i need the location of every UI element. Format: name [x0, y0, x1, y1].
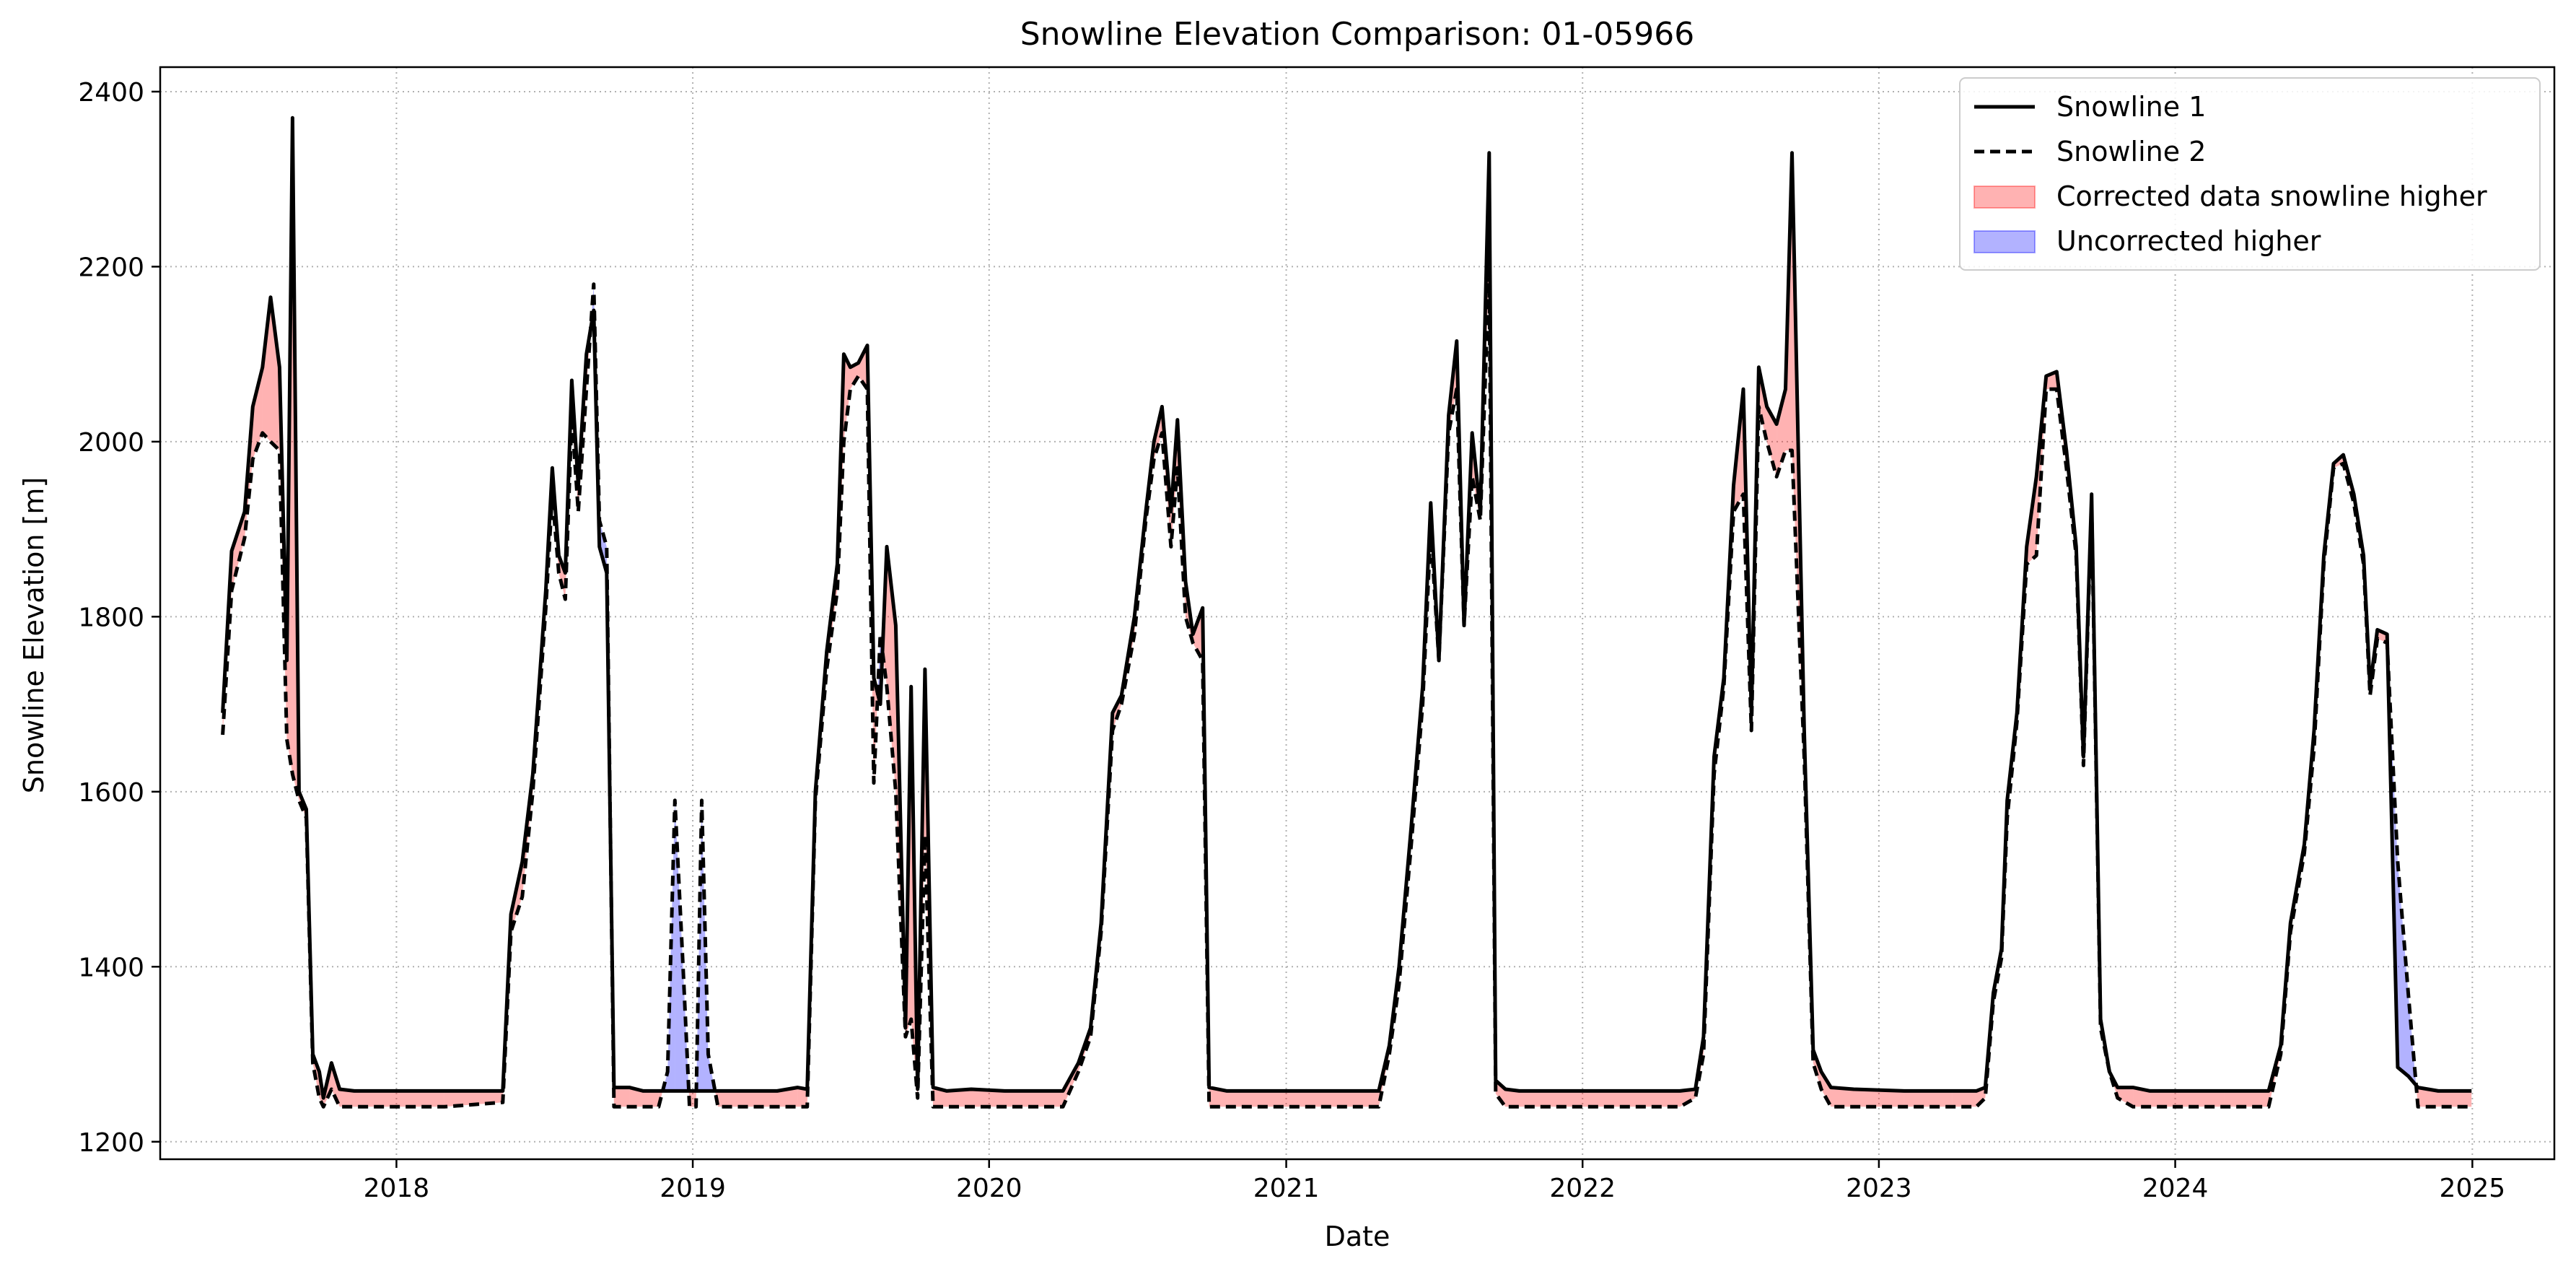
fill-corrected-higher: [2117, 1087, 2134, 1107]
fill-corrected-higher: [2109, 1071, 2118, 1099]
fill-corrected-higher: [858, 345, 867, 390]
fill-corrected-higher: [688, 1091, 690, 1107]
fill-corrected-higher: [2150, 1091, 2225, 1107]
fill-corrected-higher: [1952, 1091, 1976, 1107]
fill-uncorrected-higher: [2408, 992, 2417, 1086]
fill-corrected-higher: [1821, 1071, 1831, 1107]
fill-corrected-higher: [629, 1087, 644, 1107]
axis-ticks: 2018 2019 2020 2021 2022 2023 2024 2025 1200 1400…: [78, 78, 2505, 1203]
fill-corrected-higher: [971, 1089, 1005, 1107]
fill-corrected-higher: [844, 354, 851, 442]
x-tick-label: 2020: [956, 1174, 1022, 1203]
legend-entry-label: Corrected data snowline higher: [2056, 180, 2487, 212]
fill-corrected-higher: [1286, 1091, 1379, 1107]
fill-corrected-higher: [2377, 629, 2388, 643]
fill-corrected-higher: [718, 1091, 741, 1107]
fill-corrected-higher: [740, 1091, 778, 1107]
fill-uncorrected-higher: [683, 967, 689, 1091]
line-layer: [221, 115, 2472, 1109]
legend-entry-label: Snowline 2: [2056, 136, 2206, 167]
x-tick-label: 2024: [2142, 1174, 2209, 1203]
y-tick-label: 2200: [78, 253, 144, 282]
legend: Snowline 1 Snowline 2 Corrected data snowl…: [1959, 77, 2541, 271]
fill-corrected-higher: [1766, 406, 1777, 477]
fill-corrected-higher: [2133, 1087, 2150, 1107]
fill-corrected-higher: [262, 297, 271, 442]
fill-corrected-higher: [271, 297, 280, 450]
y-tick-label: 2400: [78, 78, 144, 108]
y-tick-label: 1200: [78, 1128, 144, 1158]
fill-corrected-higher: [1854, 1089, 1904, 1107]
fill-corrected-higher: [1831, 1087, 1854, 1107]
x-tick-label: 2018: [364, 1174, 430, 1203]
x-axis-label: Date: [1325, 1221, 1390, 1252]
legend-entry-label: Snowline 1: [2056, 91, 2206, 123]
fill-corrected-higher: [777, 1087, 798, 1107]
legend-swatch-fill: [1973, 230, 2036, 253]
fill-corrected-higher: [339, 1089, 354, 1107]
x-tick-label: 2021: [1253, 1174, 1320, 1203]
fill-corrected-higher: [933, 1087, 947, 1107]
fill-corrected-higher: [1227, 1091, 1287, 1107]
chart-title: Snowline Elevation Comparison: 01-05966: [1020, 16, 1695, 53]
plot-area-frame: [159, 66, 2556, 1161]
fill-corrected-higher: [2418, 1087, 2439, 1107]
fill-corrected-higher: [613, 1087, 630, 1107]
fill-corrected-higher: [2438, 1091, 2472, 1107]
fill-corrected-higher: [1519, 1091, 1583, 1107]
fill-corrected-higher: [354, 1091, 397, 1107]
fill-corrected-higher: [2224, 1091, 2269, 1107]
fill-corrected-higher: [797, 1087, 807, 1107]
fill-corrected-higher: [1976, 1087, 1986, 1107]
x-tick-label: 2019: [660, 1174, 726, 1203]
fill-corrected-higher: [1582, 1091, 1681, 1107]
fill-corrected-higher: [1063, 1063, 1079, 1107]
legend-swatch-fill: [1973, 186, 2036, 209]
fill-corrected-higher: [1193, 608, 1203, 660]
y-tick-label: 2000: [78, 428, 144, 458]
y-axis-label: Snowline Elevation [m]: [18, 477, 50, 793]
fill-uncorrected-higher: [708, 1054, 715, 1091]
fill-corrected-higher: [1903, 1091, 1953, 1107]
series-line-snowline-2: [221, 264, 2472, 1109]
x-tick-label: 2022: [1549, 1174, 1616, 1203]
x-tick-label: 2023: [1846, 1174, 1912, 1203]
fill-corrected-higher: [396, 1091, 444, 1107]
fill-corrected-higher: [1209, 1087, 1227, 1107]
fill-corrected-higher: [1680, 1089, 1696, 1107]
fill-corrected-higher: [947, 1089, 971, 1107]
fill-corrected-higher: [1505, 1089, 1520, 1107]
fill-corrected-higher: [643, 1091, 659, 1107]
fill-uncorrected-higher: [675, 800, 683, 1091]
y-tick-label: 1400: [78, 953, 144, 982]
x-tick-label: 2025: [2440, 1174, 2506, 1203]
y-tick-label: 1600: [78, 778, 144, 808]
y-tick-label: 1800: [78, 603, 144, 632]
legend-entry-label: Uncorrected higher: [2056, 225, 2321, 257]
fill-corrected-higher: [1004, 1091, 1064, 1107]
legend-box: [1959, 77, 2541, 271]
